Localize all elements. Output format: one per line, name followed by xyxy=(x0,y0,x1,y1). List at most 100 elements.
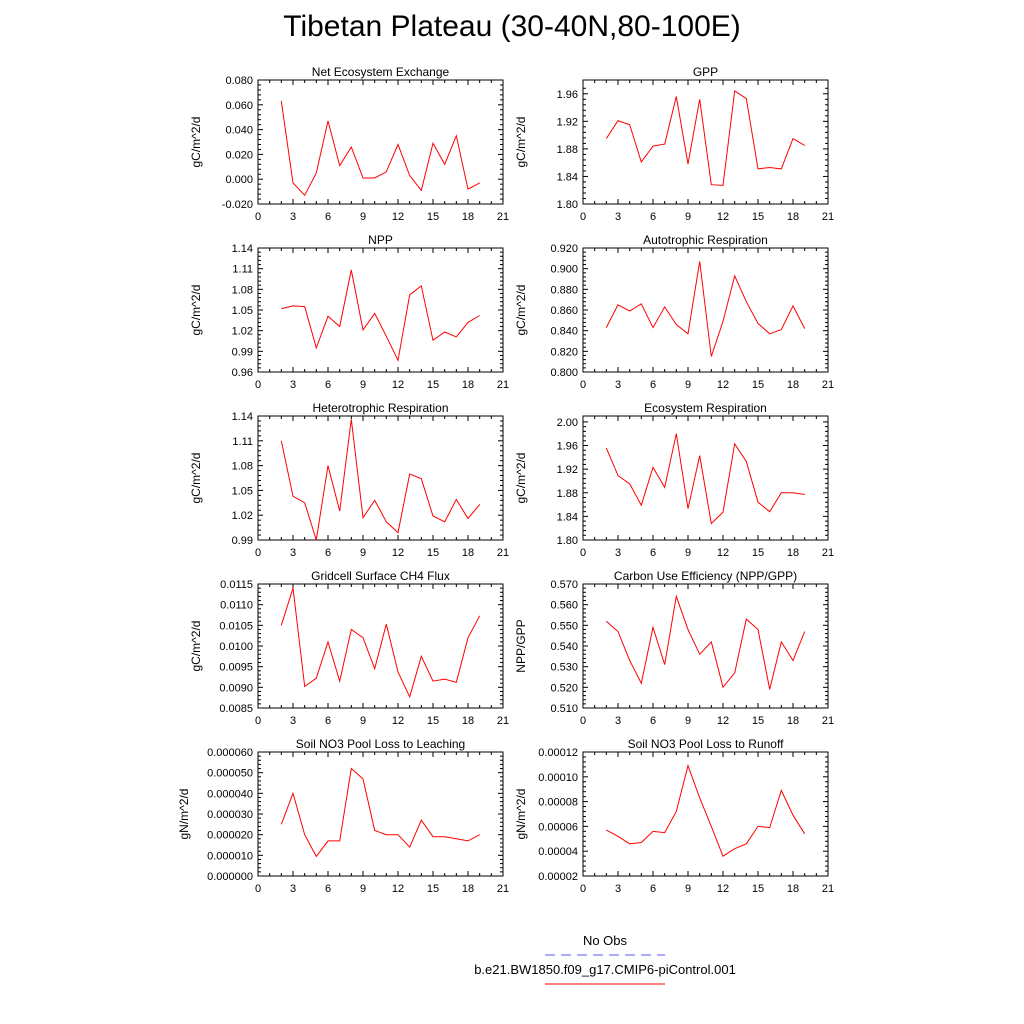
series-line xyxy=(605,433,805,525)
series-line xyxy=(605,594,806,690)
x-tick-label: 3 xyxy=(290,715,296,727)
y-tick-label: 0.0090 xyxy=(219,682,253,694)
y-tick-label: 1.11 xyxy=(232,264,253,276)
x-tick-label: 0 xyxy=(255,379,261,391)
x-tick-label: 15 xyxy=(752,883,764,895)
y-axis-label: gN/m^2/d xyxy=(514,789,528,840)
series-line xyxy=(280,101,480,197)
y-tick-label: 1.96 xyxy=(557,441,578,453)
y-axis-label: gC/m^2/d xyxy=(189,117,203,168)
y-tick-label: 0.570 xyxy=(550,579,578,591)
y-tick-label: 0.00008 xyxy=(538,797,578,809)
panel-title: Ecosystem Respiration xyxy=(644,401,767,415)
chart-panel-7: Gridcell Surface CH4 Flux 0 3 6 9 12 15 18 21 0.0… xyxy=(189,569,509,727)
series-line xyxy=(280,419,481,541)
chart-panel-10: Soil NO3 Pool Loss to Runoff 0 3 6 9 12 15 18 21… xyxy=(514,737,834,895)
x-tick-label: 12 xyxy=(392,883,404,895)
y-tick-label: 0.00004 xyxy=(538,846,578,858)
y-tick-label: 0.0115 xyxy=(220,579,253,591)
x-tick-label: 9 xyxy=(685,379,691,391)
y-tick-label: 0.0100 xyxy=(219,641,253,653)
chart-panel-5: Heterotrophic Respiration 0 3 6 9 12 15 18 21 0.9… xyxy=(189,401,509,559)
page-title: Tibetan Plateau (30-40N,80-100E) xyxy=(283,10,741,43)
series-line xyxy=(606,763,806,857)
y-tick-label: 1.84 xyxy=(557,171,578,183)
y-tick-label: 0.000010 xyxy=(207,850,253,862)
y-tick-label: 0.0110 xyxy=(220,600,253,612)
plot-frame xyxy=(257,415,504,541)
y-tick-label: 0.900 xyxy=(550,264,578,276)
x-tick-label: 9 xyxy=(685,883,691,895)
chart-panel-3: NPP 0 3 6 9 12 15 18 21 0.96 0.99 1.02 1.05 1.08 1.11 1… xyxy=(189,233,509,391)
x-tick-label: 21 xyxy=(822,883,834,895)
x-tick-label: 3 xyxy=(290,883,296,895)
y-tick-label: 0.040 xyxy=(225,125,253,137)
x-tick-label: 0 xyxy=(580,715,586,727)
y-tick-label: 0.00012 xyxy=(538,747,578,759)
panel-title: NPP xyxy=(368,233,393,247)
panel-title: Heterotrophic Respiration xyxy=(312,401,448,415)
x-tick-label: 6 xyxy=(650,379,656,391)
y-tick-label: 0.550 xyxy=(550,620,578,632)
y-axis-label: gC/m^2/d xyxy=(189,621,203,672)
x-tick-label: 15 xyxy=(427,715,439,727)
y-tick-label: 0.000020 xyxy=(207,830,253,842)
y-tick-label: 1.80 xyxy=(557,199,578,211)
y-tick-label: 1.02 xyxy=(232,510,253,522)
x-tick-label: 18 xyxy=(462,379,474,391)
y-tick-label: 0.540 xyxy=(550,641,578,653)
x-tick-label: 18 xyxy=(787,715,799,727)
y-tick-label: 1.92 xyxy=(557,464,578,476)
y-tick-label: 2.00 xyxy=(557,417,578,429)
y-axis-label: gC/m^2/d xyxy=(514,285,528,336)
x-tick-label: 21 xyxy=(822,715,834,727)
x-tick-label: 21 xyxy=(822,547,834,559)
y-axis-label: gC/m^2/d xyxy=(189,453,203,504)
legend-case-label: b.e21.BW1850.f09_g17.CMIP6-piControl.001 xyxy=(474,962,736,977)
x-tick-label: 21 xyxy=(822,379,834,391)
x-tick-label: 21 xyxy=(822,211,834,223)
x-tick-label: 0 xyxy=(580,547,586,559)
x-tick-label: 9 xyxy=(360,211,366,223)
x-tick-label: 6 xyxy=(650,211,656,223)
x-tick-label: 0 xyxy=(255,211,261,223)
y-tick-label: -0.020 xyxy=(222,199,253,211)
plot-frame xyxy=(582,415,829,541)
y-tick-label: 1.08 xyxy=(232,461,253,473)
x-tick-label: 12 xyxy=(717,547,729,559)
y-tick-label: 0.520 xyxy=(550,682,578,694)
x-tick-label: 6 xyxy=(325,379,331,391)
y-tick-label: 0.000 xyxy=(225,174,253,186)
y-tick-label: 0.0095 xyxy=(219,662,253,674)
y-tick-label: 0.00002 xyxy=(538,871,578,883)
x-tick-label: 12 xyxy=(717,715,729,727)
chart-panel-2: GPP 0 3 6 9 12 15 18 21 1.80 1.84 1.88 1.92 1.96 gC/m^… xyxy=(514,65,834,223)
panel-title: GPP xyxy=(693,65,718,79)
x-tick-label: 9 xyxy=(360,379,366,391)
x-tick-label: 21 xyxy=(497,211,509,223)
plot-frame xyxy=(582,583,829,709)
x-tick-label: 15 xyxy=(427,379,439,391)
y-tick-label: 0.560 xyxy=(550,600,578,612)
x-tick-label: 9 xyxy=(685,547,691,559)
y-tick-label: 0.96 xyxy=(232,367,253,379)
y-tick-label: 1.84 xyxy=(557,511,578,523)
y-tick-label: 0.860 xyxy=(550,305,578,317)
plot-frame xyxy=(257,751,504,877)
x-tick-label: 3 xyxy=(615,211,621,223)
x-tick-label: 18 xyxy=(462,547,474,559)
x-tick-label: 21 xyxy=(497,547,509,559)
y-tick-label: 0.820 xyxy=(550,346,578,358)
y-tick-label: 0.000030 xyxy=(207,809,253,821)
y-axis-label: gN/m^2/d xyxy=(177,789,191,840)
x-tick-label: 9 xyxy=(685,211,691,223)
x-tick-label: 18 xyxy=(787,547,799,559)
y-tick-label: 0.510 xyxy=(550,703,578,715)
x-tick-label: 12 xyxy=(392,211,404,223)
x-tick-label: 3 xyxy=(290,379,296,391)
series-line xyxy=(281,269,480,362)
y-tick-label: 1.05 xyxy=(232,485,253,497)
series-line xyxy=(280,587,481,699)
y-tick-label: 0.000000 xyxy=(207,871,253,883)
